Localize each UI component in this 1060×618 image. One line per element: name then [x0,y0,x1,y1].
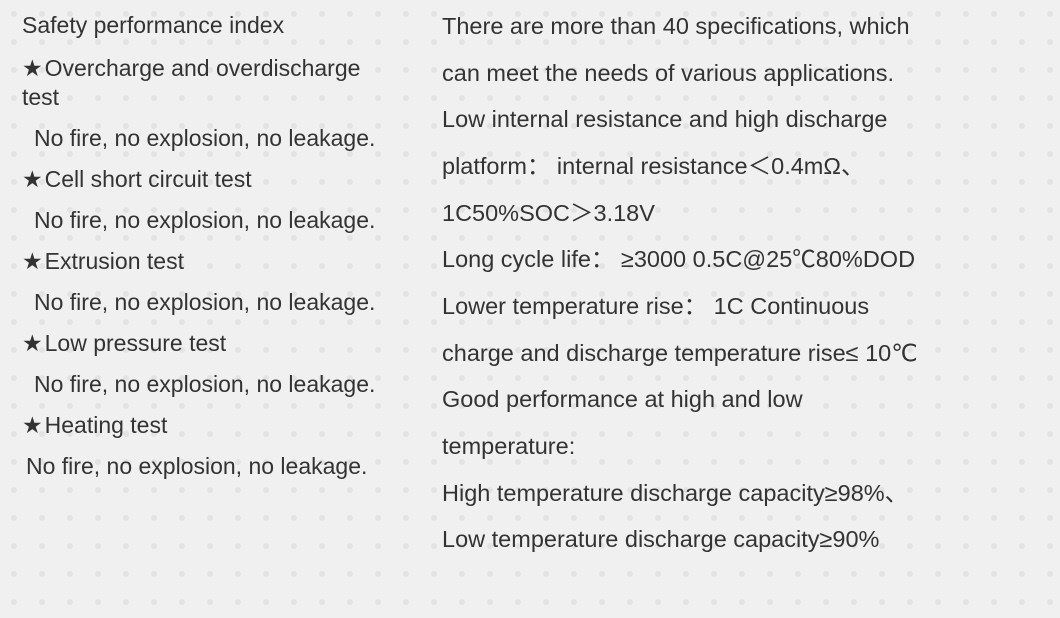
spec-line: There are more than 40 specifications, w… [442,14,1042,39]
star-icon: ★ [22,248,43,274]
spec-line: 1C50%SOC＞3.18V [442,201,1042,226]
test-title-text: Overcharge and overdischarge [45,55,361,81]
test-title-overcharge-line2: test [22,86,430,109]
spec-line: Low temperature discharge capacity≥90% [442,527,1042,552]
spec-line: charge and discharge temperature rise≤ 1… [442,341,1042,366]
star-icon: ★ [22,55,43,81]
spec-line: Long cycle life： ≥3000 0.5C@25℃80%DOD [442,247,1042,272]
test-title-text: Low pressure test [45,330,227,356]
spec-line: can meet the needs of various applicatio… [442,61,1042,86]
safety-heading: Safety performance index [22,14,430,37]
content-wrap: Safety performance index ★Overcharge and… [0,0,1060,618]
test-title-overcharge: ★Overcharge and overdischarge [22,57,430,80]
left-column: Safety performance index ★Overcharge and… [22,14,442,608]
test-title-heating: ★Heating test [22,414,430,437]
spec-line: Good performance at high and low [442,387,1042,412]
spec-line: temperature: [442,434,1042,459]
test-result: No fire, no explosion, no leakage. [22,291,430,314]
test-result: No fire, no explosion, no leakage. [22,209,430,232]
star-icon: ★ [22,330,43,356]
test-result: No fire, no explosion, no leakage. [22,127,430,150]
spec-line: Lower temperature rise： 1C Continuous [442,294,1042,319]
star-icon: ★ [22,166,43,192]
spec-line: High temperature discharge capacity≥98%、 [442,481,1042,506]
test-title-text: Cell short circuit test [45,166,252,192]
test-title-text: Extrusion test [45,248,184,274]
test-result: No fire, no explosion, no leakage. [22,455,430,478]
test-title-low-pressure: ★Low pressure test [22,332,430,355]
spec-line: platform： internal resistance＜0.4mΩ、 [442,154,1042,179]
spec-line: Low internal resistance and high dischar… [442,107,1042,132]
star-icon: ★ [22,412,43,438]
test-title-extrusion: ★Extrusion test [22,250,430,273]
test-result: No fire, no explosion, no leakage. [22,373,430,396]
test-title-short-circuit: ★Cell short circuit test [22,168,430,191]
test-title-text: Heating test [45,412,168,438]
right-column: There are more than 40 specifications, w… [442,14,1042,608]
